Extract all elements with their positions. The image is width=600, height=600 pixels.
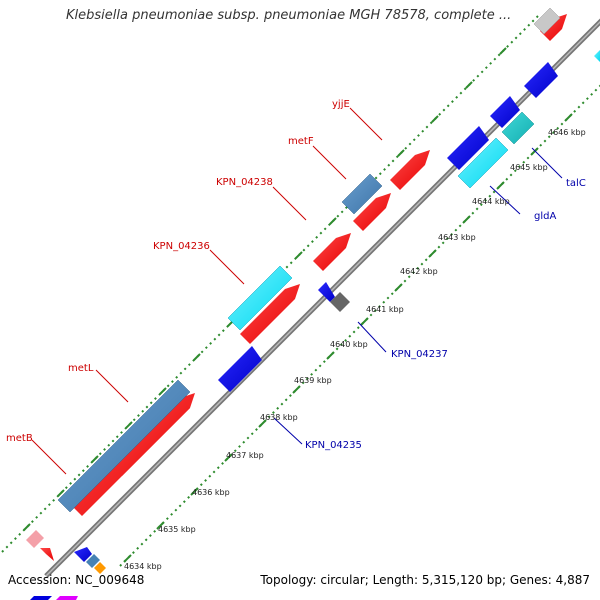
gene-label-metB[interactable]: metB	[6, 433, 33, 444]
gene-label-yjjE[interactable]: yjjE	[332, 99, 350, 110]
kbp-label: 4639 kbp	[294, 376, 332, 385]
gene-label-gldA[interactable]: gldA	[534, 211, 556, 222]
kbp-label: 4642 kbp	[400, 267, 438, 276]
gene-KPN_04235[interactable]	[218, 346, 262, 392]
kbp-label: 4635 kbp	[158, 525, 196, 534]
kbp-label: 4634 kbp	[124, 562, 162, 571]
kbp-label: 4637 kbp	[226, 451, 264, 460]
kbp-label: 4641 kbp	[366, 305, 404, 314]
gene-metF[interactable]	[341, 173, 383, 215]
gene-label-KPN_04235[interactable]: KPN_04235	[305, 440, 362, 451]
gene-label-metF[interactable]: metF	[288, 136, 314, 147]
gene-label-KPN_04236[interactable]: KPN_04236	[153, 241, 210, 252]
accession-label: Accession: NC_009648	[8, 573, 145, 587]
kbp-label: 4638 kbp	[260, 413, 298, 422]
gene-gldA[interactable]	[457, 137, 509, 189]
gene-forward[interactable]	[112, 398, 190, 476]
gene-talC[interactable]	[501, 111, 535, 145]
gene-forward[interactable]	[40, 548, 54, 561]
gene-metL-metB[interactable]	[57, 379, 191, 513]
gene-label-talC[interactable]: talC	[566, 178, 586, 189]
reverse-leader-lines	[273, 147, 563, 445]
gene-reverse[interactable]	[490, 96, 520, 128]
gene-steel-small[interactable]	[86, 554, 100, 568]
gene-label-metL[interactable]: metL	[68, 363, 94, 374]
gene-reverse[interactable]	[318, 282, 335, 302]
kbp-label: 4643 kbp	[438, 233, 476, 242]
gene-KPN_04236[interactable]	[227, 265, 293, 331]
gene-grey[interactable]	[533, 7, 561, 35]
gene-orange[interactable]	[94, 562, 106, 574]
gene-cyan[interactable]	[594, 50, 600, 62]
gene-forward[interactable]	[313, 233, 351, 271]
gene-label-KPN_04238[interactable]: KPN_04238	[216, 177, 273, 188]
topology-label: Topology: circular; Length: 5,315,120 bp…	[260, 573, 590, 587]
kbp-label: 4646 kbp	[548, 128, 586, 137]
kbp-label: 4640 kbp	[330, 340, 368, 349]
map-title: Klebsiella pneumoniae subsp. pneumoniae …	[66, 8, 512, 23]
gene-reverse[interactable]	[447, 126, 489, 170]
gene-reverse[interactable]	[74, 547, 92, 562]
gene-forward[interactable]	[390, 150, 430, 190]
forward-leader-lines	[31, 107, 383, 475]
outer-ruler-line	[1, 13, 541, 553]
gene-reverse[interactable]	[524, 62, 558, 98]
kbp-label: 4644 kbp	[472, 197, 510, 206]
inner-ruler-ticks	[123, 113, 573, 563]
gene-forward[interactable]	[540, 14, 567, 41]
gene-pink[interactable]	[26, 530, 44, 548]
kbp-label: 4645 kbp	[510, 163, 548, 172]
gene-label-KPN_04237[interactable]: KPN_04237	[391, 349, 448, 360]
gene-forward[interactable]	[353, 193, 391, 231]
gene-KPN_04237[interactable]	[330, 292, 350, 312]
kbp-label: 4636 kbp	[192, 488, 230, 497]
gene-forward[interactable]	[240, 284, 300, 344]
